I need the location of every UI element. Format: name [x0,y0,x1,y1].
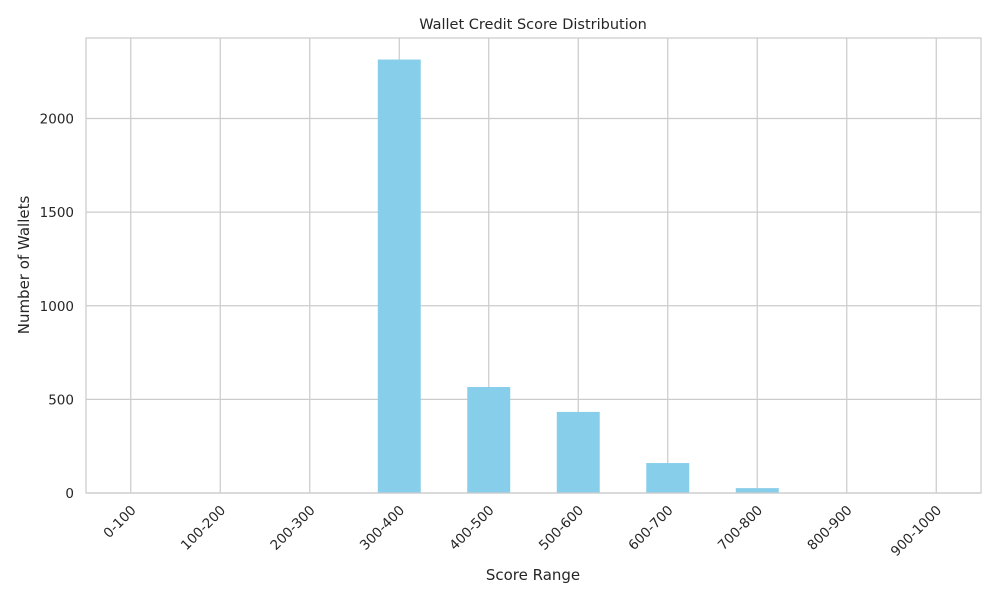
bars [377,59,779,493]
bar-500-600 [556,411,600,493]
y-tick-label: 0 [65,486,74,502]
y-tick-label: 2000 [40,112,74,128]
bar-700-800 [735,488,779,493]
plot-frame [85,37,982,494]
bar-300-400 [377,59,421,493]
y-tick-label: 1000 [40,299,74,315]
bar-600-700 [646,463,690,493]
bar-400-500 [467,387,511,493]
x-axis-label: Score Range [486,566,580,584]
chart-title: Wallet Credit Score Distribution [419,17,647,33]
y-tick-labels: 0 500 1000 1500 2000 [40,112,74,502]
y-tick-label: 500 [48,392,74,408]
y-axis-label: Number of Wallets [15,196,33,335]
y-tick-label: 1500 [40,205,74,221]
